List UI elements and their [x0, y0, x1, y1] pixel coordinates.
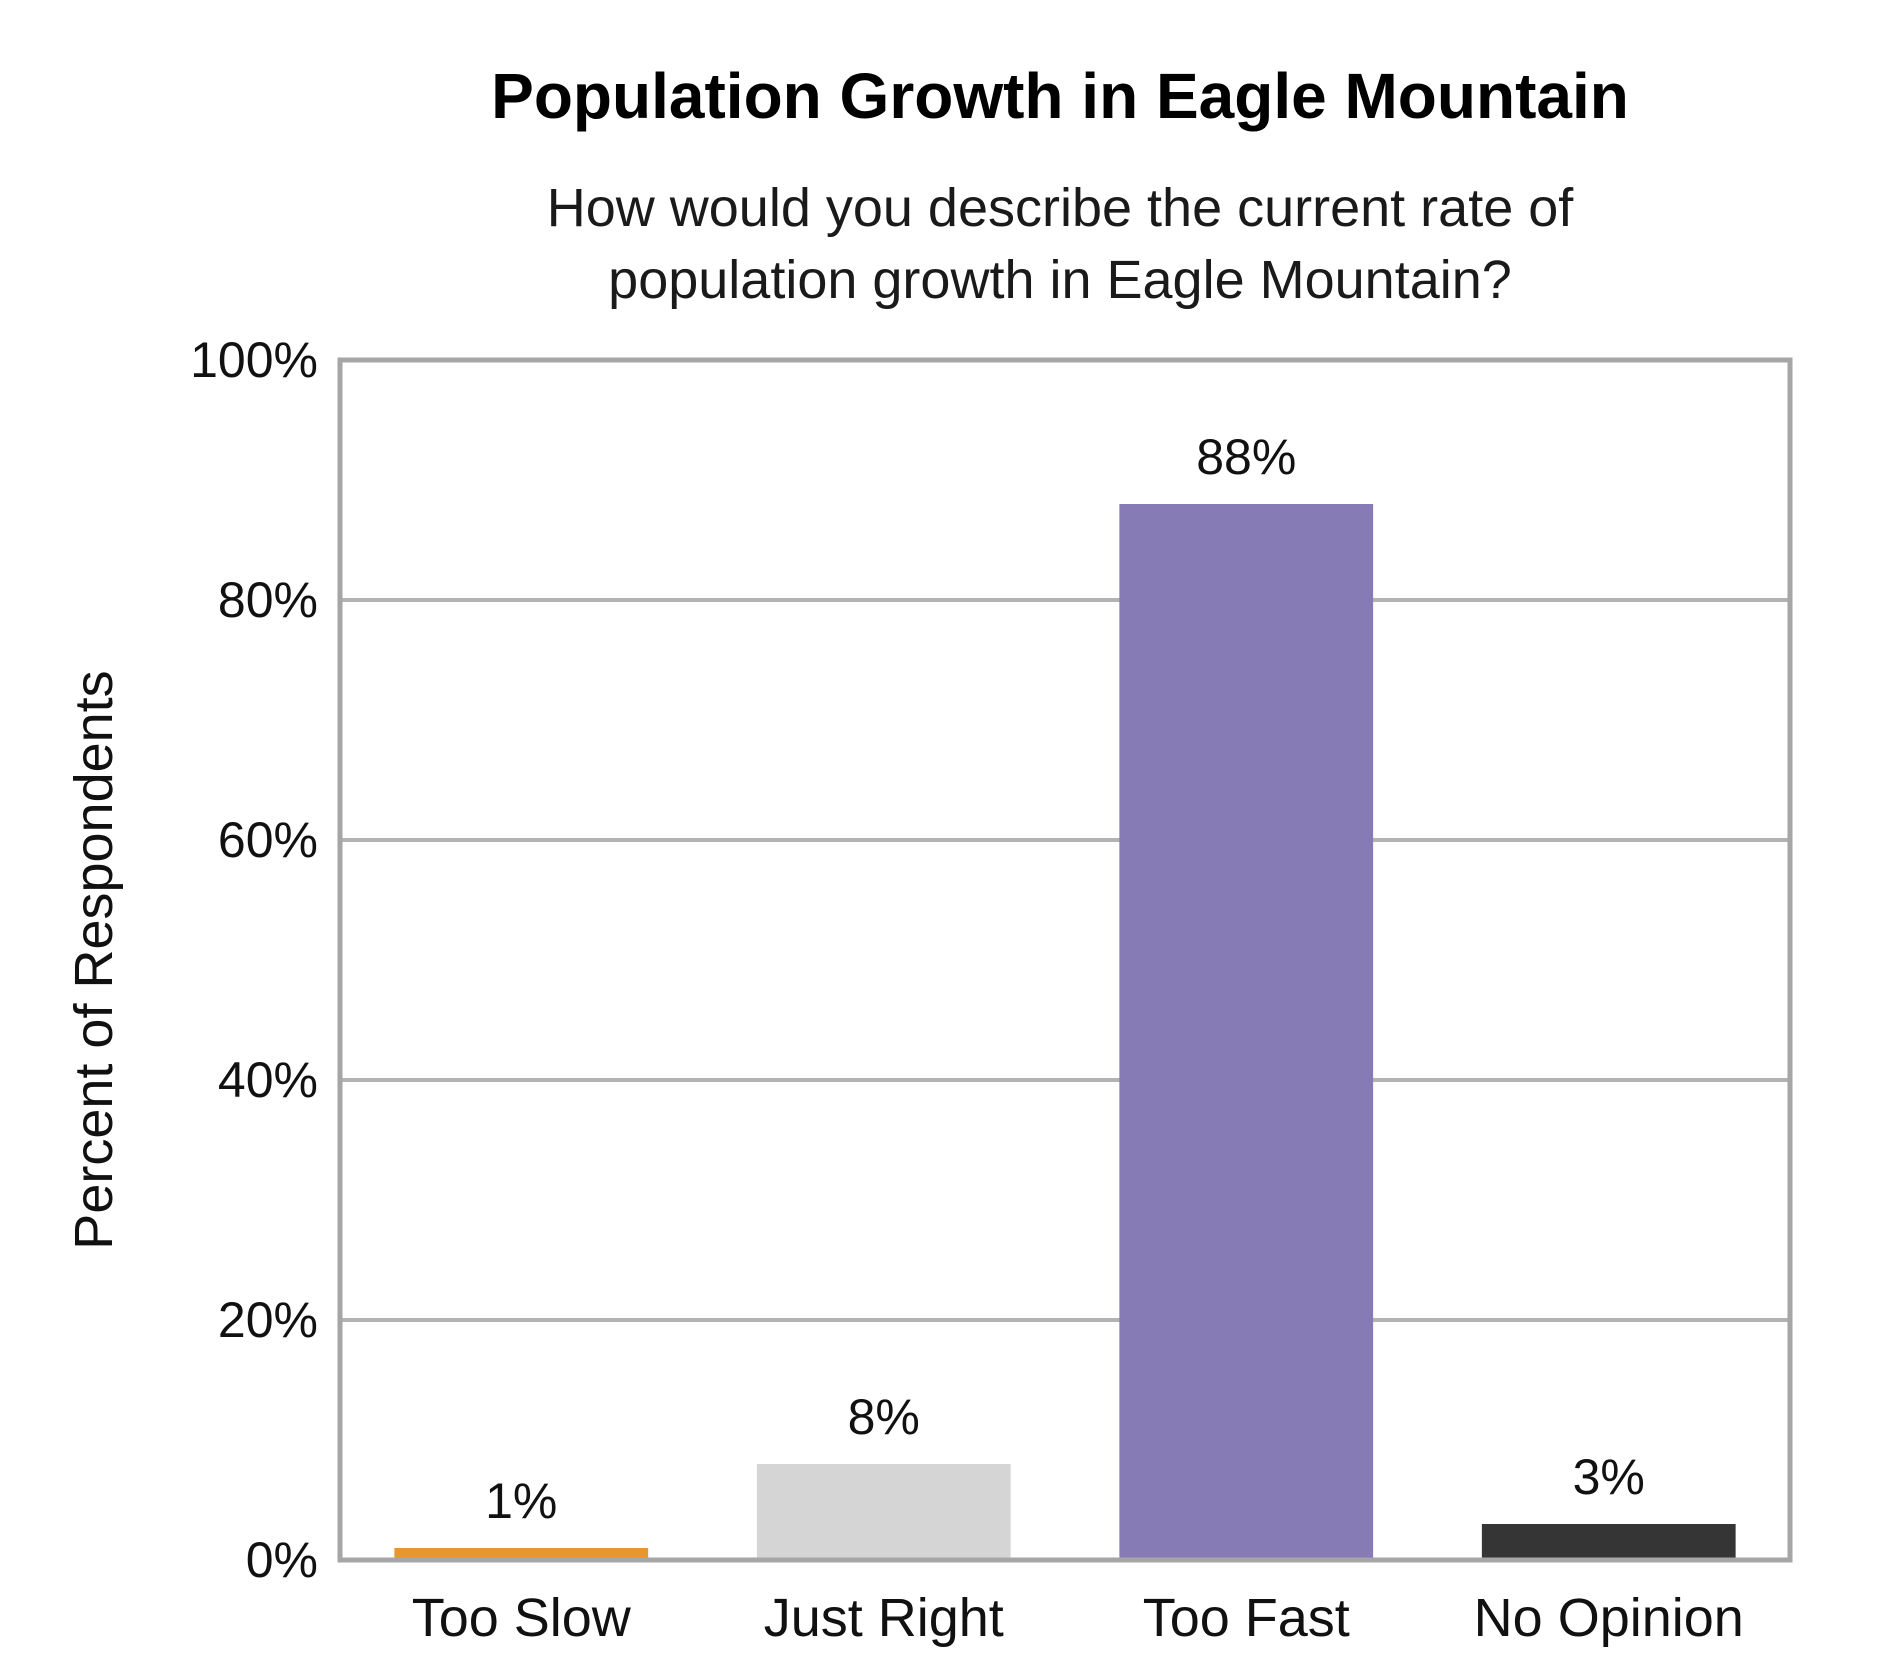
- y-tick-label: 60%: [218, 812, 318, 868]
- plot-frame: [337, 357, 1793, 1563]
- data-label: 8%: [848, 1389, 920, 1445]
- data-label: 88%: [1196, 429, 1296, 485]
- bar-too-slow: [394, 1548, 649, 1560]
- chart-title: Population Growth in Eagle Mountain: [491, 60, 1629, 132]
- chart-subtitle-line-2: population growth in Eagle Mountain?: [608, 250, 1512, 310]
- y-axis-label: Percent of Respondents: [64, 670, 124, 1249]
- y-axis-ticks: 0% 20% 40% 60% 80% 100%: [190, 332, 318, 1588]
- bar-too-fast: [1119, 504, 1374, 1560]
- y-tick-label: 40%: [218, 1052, 318, 1108]
- y-tick-label: 80%: [218, 572, 318, 628]
- data-label: 3%: [1573, 1449, 1645, 1505]
- y-tick-label: 0%: [246, 1532, 318, 1588]
- x-category-label: Too Slow: [412, 1588, 632, 1648]
- y-tick-label: 20%: [218, 1292, 318, 1348]
- x-category-label: Just Right: [764, 1588, 1004, 1648]
- chart-subtitle-line-1: How would you describe the current rate …: [547, 178, 1575, 238]
- x-category-label: Too Fast: [1143, 1588, 1350, 1648]
- x-axis-categories: Too Slow Just Right Too Fast No Opinion: [412, 1588, 1744, 1648]
- x-category-label: No Opinion: [1474, 1588, 1744, 1648]
- data-labels: 1% 8% 88% 3%: [485, 429, 1645, 1529]
- data-label: 1%: [485, 1473, 557, 1529]
- bars: [394, 504, 1736, 1560]
- bar-no-opinion: [1481, 1524, 1736, 1560]
- bar-just-right: [756, 1464, 1011, 1560]
- y-tick-label: 100%: [190, 332, 318, 388]
- gridlines: [340, 598, 1790, 1322]
